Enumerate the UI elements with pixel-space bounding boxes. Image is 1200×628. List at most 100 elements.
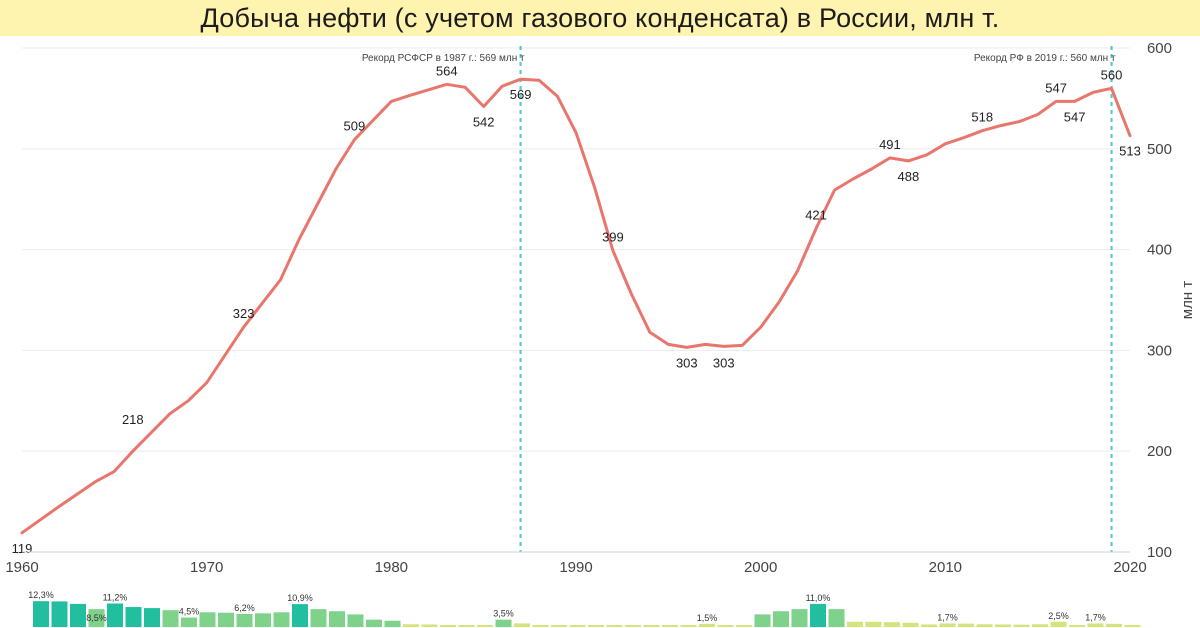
point-label: 119 xyxy=(12,541,33,556)
growth-bar-label: 1,7% xyxy=(937,612,958,622)
growth-bar xyxy=(70,603,86,627)
growth-bar xyxy=(366,619,382,627)
growth-bar xyxy=(606,625,623,627)
point-label: 518 xyxy=(971,110,993,125)
point-label: 569 xyxy=(510,87,532,102)
production-line-layer xyxy=(20,77,1132,535)
growth-bar xyxy=(1106,623,1122,627)
x-tick-label: 2020 xyxy=(1113,559,1146,576)
growth-bar xyxy=(495,619,512,627)
point-label: 564 xyxy=(436,63,458,78)
growth-bar xyxy=(921,624,937,627)
growth-bar xyxy=(828,609,845,627)
growth-bar xyxy=(569,625,586,627)
growth-bar xyxy=(680,625,697,627)
reference-lines: Рекорд РСФСР в 1987 г.: 569 млн т Рекорд … xyxy=(362,46,1116,552)
point-label: 509 xyxy=(344,119,366,134)
y-tick-label: 400 xyxy=(1147,242,1172,259)
grid-layer xyxy=(22,47,1130,452)
y-tick-label: 200 xyxy=(1147,443,1172,460)
growth-bar-label: 12,3% xyxy=(28,590,54,600)
growth-bar xyxy=(181,617,197,627)
growth-bar xyxy=(107,603,123,627)
point-label: 303 xyxy=(676,355,698,370)
growth-bar xyxy=(995,624,1011,627)
growth-bar xyxy=(773,611,789,627)
growth-bar xyxy=(643,625,660,627)
growth-bar-label: 11,0% xyxy=(806,593,831,603)
growth-bar xyxy=(532,625,549,627)
growth-bar xyxy=(218,612,234,627)
growth-bar xyxy=(514,623,530,627)
growth-bar xyxy=(255,613,271,627)
growth-bar-label: 8,5% xyxy=(86,613,107,623)
growth-bar xyxy=(51,601,68,627)
growth-bar xyxy=(403,624,419,627)
growth-bar xyxy=(699,623,715,627)
point-label: 513 xyxy=(1119,144,1141,159)
growth-bar xyxy=(847,621,863,627)
point-label: 491 xyxy=(879,137,901,152)
axes: 100 200 300 400 500 600 млн т 1960 1970 1980 1990 2… xyxy=(5,40,1196,576)
growth-bar xyxy=(329,611,345,627)
growth-bar xyxy=(1124,625,1141,627)
growth-bar xyxy=(625,625,641,627)
growth-bar-label: 2,5% xyxy=(1048,611,1069,621)
growth-bar xyxy=(1032,624,1048,627)
growth-bar-label: 6,2% xyxy=(234,603,255,613)
growth-bar-label: 1,5% xyxy=(697,613,718,623)
y-axis-label: млн т xyxy=(1179,281,1196,320)
x-tick-label: 1970 xyxy=(190,559,223,576)
growth-bar xyxy=(884,622,900,627)
growth-bar xyxy=(440,624,456,627)
point-label: 560 xyxy=(1101,67,1123,82)
growth-bar xyxy=(588,625,604,627)
growth-bar xyxy=(939,623,956,627)
point-label: 488 xyxy=(898,169,920,184)
growth-bar-label: 4,5% xyxy=(179,607,200,617)
x-tick-label: 1960 xyxy=(5,559,38,576)
point-label: 218 xyxy=(122,412,144,427)
growth-bar xyxy=(162,610,179,627)
growth-bar xyxy=(236,613,253,627)
growth-bar xyxy=(273,612,290,627)
title-bar: Добыча нефти (с учетом газового конденса… xyxy=(0,0,1200,36)
growth-bar xyxy=(384,620,401,627)
growth-bar xyxy=(125,607,142,627)
growth-bar-label: 1,7% xyxy=(1085,612,1106,622)
y-tick-label: 500 xyxy=(1147,141,1172,158)
reference-line-label: Рекорд РСФСР в 1987 г.: 569 млн т xyxy=(362,53,525,64)
x-tick-label: 2000 xyxy=(744,559,777,576)
growth-bar xyxy=(791,609,808,627)
growth-bar xyxy=(958,623,974,627)
chart-title: Добыча нефти (с учетом газового конденса… xyxy=(200,2,1000,33)
growth-bar-label: 11,2% xyxy=(103,592,128,602)
growth-bar xyxy=(1013,624,1030,627)
growth-bar xyxy=(1069,625,1085,627)
growth-bar xyxy=(347,614,364,627)
growth-bar xyxy=(976,624,993,627)
x-tick-label: 1990 xyxy=(559,559,592,576)
growth-bar xyxy=(310,609,327,627)
growth-bar xyxy=(477,625,493,627)
y-tick-label: 100 xyxy=(1147,544,1172,561)
growth-bar xyxy=(551,625,567,627)
growth-bar xyxy=(199,612,216,627)
growth-bar xyxy=(292,604,308,627)
growth-bar xyxy=(1087,623,1104,627)
growth-bar xyxy=(736,625,752,627)
growth-bar xyxy=(902,622,919,627)
growth-bar xyxy=(458,625,475,627)
growth-bar xyxy=(421,624,438,627)
growth-bar xyxy=(1050,621,1067,627)
growth-bar xyxy=(33,601,49,627)
x-tick-label: 1980 xyxy=(375,559,408,576)
growth-bar xyxy=(717,625,734,627)
growth-bar xyxy=(865,621,882,627)
point-label: 303 xyxy=(713,355,735,370)
growth-bar-label: 3,5% xyxy=(493,609,514,619)
data-labels: 119 218 323 509 564 542 569 399 303 303 421 491 488 5… xyxy=(12,63,1141,556)
x-tick-label: 2010 xyxy=(929,559,962,576)
growth-bar xyxy=(810,603,826,627)
